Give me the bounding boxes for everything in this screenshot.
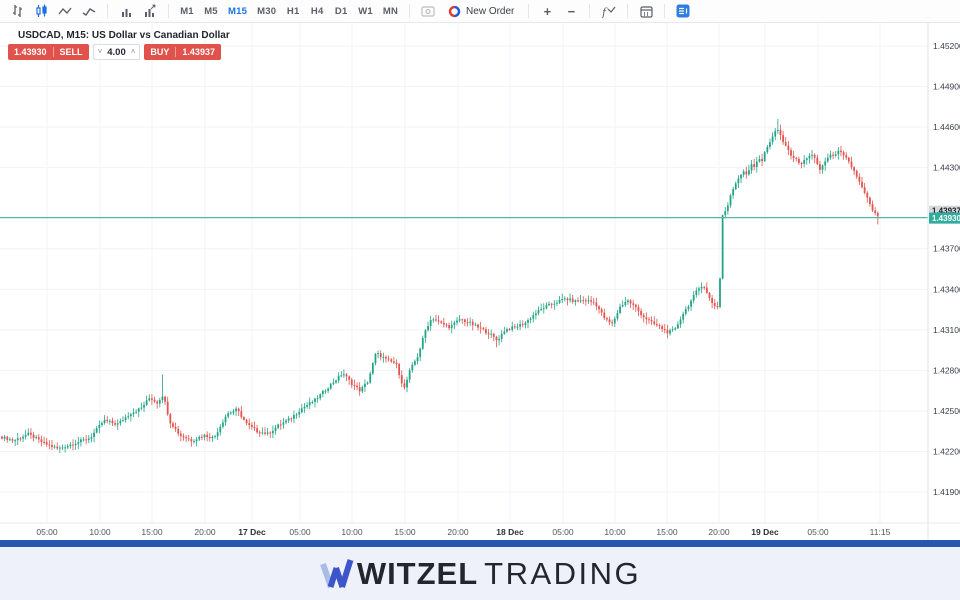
- timeframe-m15[interactable]: M15: [228, 5, 248, 17]
- timeframe-d1[interactable]: D1: [334, 5, 348, 17]
- screenshot-icon: [417, 2, 439, 21]
- bars-icon[interactable]: [6, 2, 28, 21]
- price-axis-label: 1.43700: [933, 244, 960, 254]
- button-divider: [175, 47, 177, 57]
- button-divider: [52, 47, 54, 57]
- chevron-down-icon[interactable]: ˅: [97, 47, 103, 56]
- new-order-icon: [448, 5, 461, 17]
- price-axis-label: 1.45200: [933, 41, 960, 51]
- line-chart-icon[interactable]: [54, 2, 76, 21]
- time-axis-label: 20:00: [447, 527, 469, 537]
- toolbar-separator: [528, 4, 530, 18]
- price-axis-label: 1.42200: [933, 446, 960, 456]
- buy-button[interactable]: BUY 1.43937: [144, 44, 221, 60]
- time-axis-label: 15:00: [656, 527, 678, 537]
- footer-branding: WITZEL TRADING: [0, 547, 960, 600]
- time-axis-label: 15:00: [141, 527, 163, 537]
- time-axis-label: 05:00: [289, 527, 311, 537]
- svg-text:1.43937: 1.43937: [932, 207, 960, 216]
- time-axis-label: 17 Dec: [238, 527, 266, 537]
- timeframe-m1[interactable]: M1: [180, 5, 194, 17]
- journal-icon[interactable]: [672, 2, 694, 21]
- time-axis-label: 20:00: [194, 527, 216, 537]
- main-toolbar: M1 M5 M15 M30 H1 H4 D1 W1 MN New Order +…: [0, 0, 960, 23]
- timeframe-h1[interactable]: H1: [286, 5, 300, 17]
- svg-text:1.43930: 1.43930: [932, 214, 960, 223]
- bid-price-badge: [929, 212, 960, 224]
- toolbar-separator: [409, 4, 411, 18]
- sell-button[interactable]: 1.43930 SELL: [8, 44, 89, 60]
- time-axis-label: 05:00: [807, 527, 829, 537]
- timeframe-m5[interactable]: M5: [204, 5, 218, 17]
- zoom-out-button[interactable]: −: [567, 3, 576, 19]
- logo-text-trading: TRADING: [484, 555, 642, 591]
- calendar-icon[interactable]: [635, 2, 657, 21]
- ask-price-badge: [929, 205, 960, 217]
- time-axis-label: 05:00: [36, 527, 58, 537]
- time-axis-label: 10:00: [341, 527, 363, 537]
- time-axis-label: 19 Dec: [751, 527, 779, 537]
- timeframe-h4[interactable]: H4: [310, 5, 324, 17]
- toolbar-separator: [589, 4, 591, 18]
- price-axis-label: 1.44600: [933, 122, 960, 132]
- smooth-line-icon[interactable]: [78, 2, 100, 21]
- price-axis-label: 1.42800: [933, 365, 960, 375]
- logo-text-witzel: WITZEL: [356, 555, 479, 591]
- time-axis-label: 05:00: [552, 527, 574, 537]
- buy-price: 1.43937: [182, 47, 215, 57]
- time-axis-label: 10:00: [89, 527, 111, 537]
- indicators-icon[interactable]: f: [597, 2, 620, 21]
- new-order-label: New Order: [466, 5, 515, 17]
- price-axis-label: 1.44900: [933, 82, 960, 92]
- price-axis-label: 1.43400: [933, 284, 960, 294]
- spread-value: 4.00: [107, 46, 126, 58]
- toolbar-separator: [664, 4, 666, 18]
- spread-stepper: ˅ 4.00 ˄: [92, 44, 141, 60]
- timeframe-m30[interactable]: M30: [257, 5, 277, 17]
- chevron-up-icon[interactable]: ˄: [130, 47, 136, 56]
- timeframe-w1[interactable]: W1: [358, 5, 373, 17]
- toolbar-separator: [168, 4, 169, 18]
- toolbar-separator: [107, 4, 108, 18]
- sell-price: 1.43930: [14, 47, 47, 57]
- chart-area[interactable]: 1.45200 1.44900 1.44600 1.44300 1.43700 1.434…: [0, 23, 960, 540]
- price-axis-label: 1.42500: [933, 406, 960, 416]
- candlesticks-icon[interactable]: [30, 2, 52, 21]
- time-axis-label: 11:15: [870, 527, 891, 537]
- price-axis-label: 1.43100: [933, 325, 960, 335]
- footer-accent-bar: [0, 540, 960, 547]
- time-axis-label: 10:00: [604, 527, 626, 537]
- toolbar-separator: [627, 4, 629, 18]
- buy-label: BUY: [150, 47, 170, 57]
- price-axis-label: 1.41900: [933, 487, 960, 497]
- logo-w-icon: [319, 558, 354, 588]
- one-click-trading-panel: 1.43930 SELL ˅ 4.00 ˄ BUY 1.43937: [8, 44, 221, 60]
- volume-icon[interactable]: [115, 2, 137, 21]
- price-chart-svg[interactable]: 1.45200 1.44900 1.44600 1.44300 1.43700 1.434…: [0, 23, 960, 540]
- zoom-in-button[interactable]: +: [543, 3, 552, 19]
- time-axis-label: 20:00: [708, 527, 730, 537]
- svg-text:f: f: [601, 6, 608, 18]
- price-axis-label: 1.44300: [933, 163, 960, 173]
- tick-volume-icon[interactable]: [139, 2, 161, 21]
- new-order-button[interactable]: New Order: [441, 2, 521, 21]
- witzel-trading-logo: WITZEL TRADING: [319, 556, 641, 592]
- timeframe-mn[interactable]: MN: [382, 5, 399, 17]
- time-axis-label: 15:00: [394, 527, 416, 537]
- symbol-title: USDCAD, M15: US Dollar vs Canadian Dolla…: [18, 30, 230, 41]
- time-axis-label: 18 Dec: [496, 527, 524, 537]
- sell-label: SELL: [59, 47, 83, 57]
